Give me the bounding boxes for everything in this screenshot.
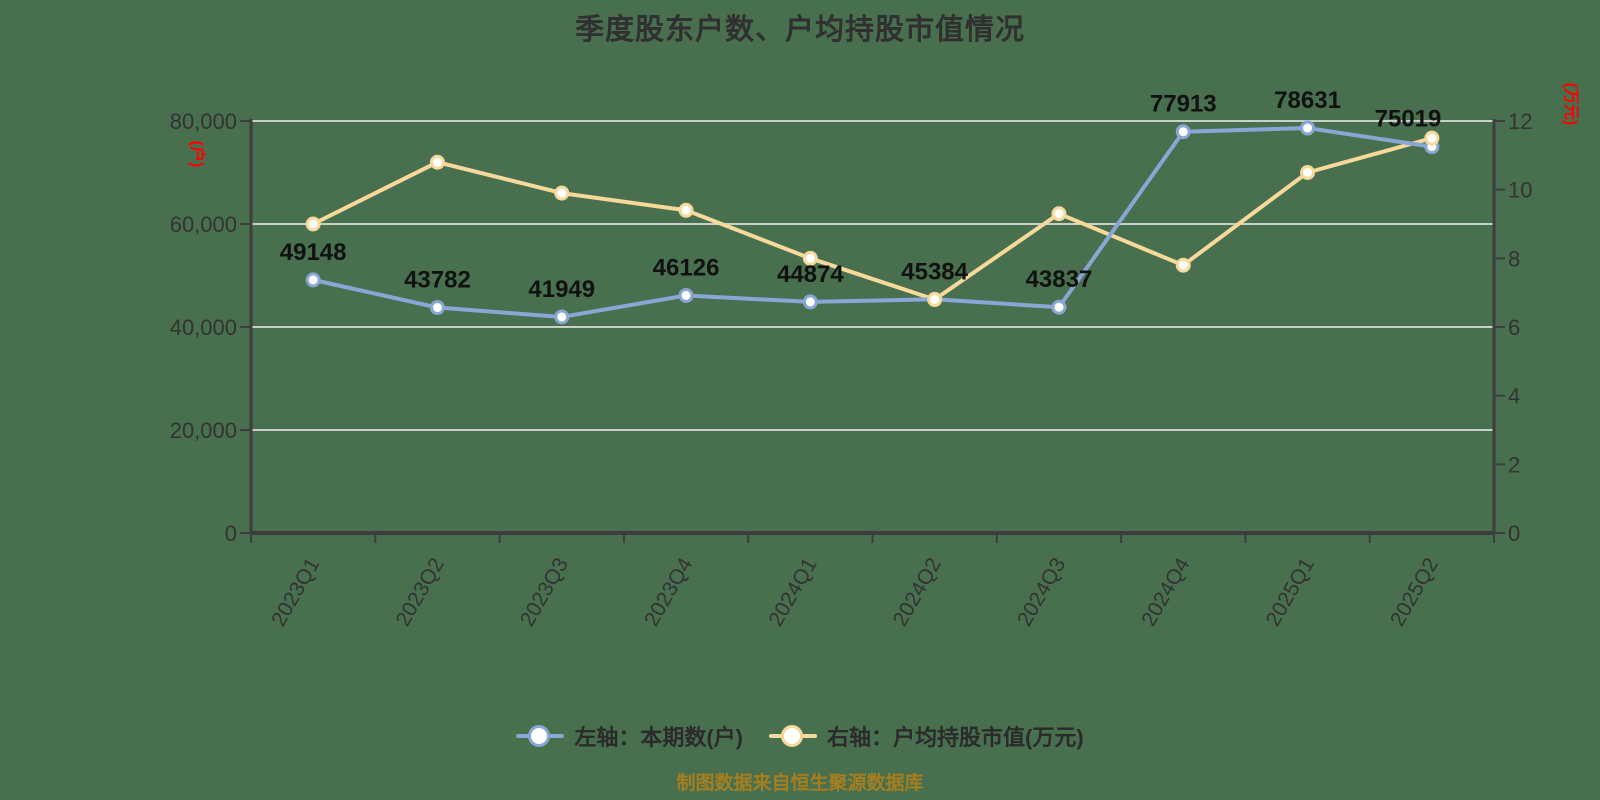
- shareholder-count-marker[interactable]: [429, 300, 445, 316]
- avg-holding-value-line: [311, 136, 1434, 302]
- avg-holding-value-marker[interactable]: [305, 216, 321, 232]
- data-point-label: 49148: [280, 239, 347, 266]
- avg-holding-value-marker[interactable]: [802, 250, 818, 266]
- shareholder-count-marker[interactable]: [1051, 299, 1067, 315]
- left-axis-tick-label: 80,000: [170, 109, 237, 134]
- shareholder-count-marker[interactable]: [554, 309, 570, 325]
- right-axis-tick-label: 12: [1508, 109, 1532, 134]
- shareholder-count-marker[interactable]: [1175, 124, 1191, 140]
- legend-marker-yellow-icon: [769, 724, 817, 748]
- avg-holding-value-marker[interactable]: [1051, 206, 1067, 222]
- avg-holding-value-marker[interactable]: [1424, 130, 1440, 146]
- right-axis-tick-label: 8: [1508, 246, 1520, 271]
- x-axis-tick-label: 2025Q1: [1262, 554, 1319, 630]
- data-point-label: 75019: [1375, 106, 1442, 133]
- x-axis-tick-label: 2023Q4: [640, 554, 697, 630]
- left-axis-tick-label: 40,000: [170, 315, 237, 340]
- data-point-label: 46126: [653, 254, 720, 281]
- data-point-label: 44874: [777, 261, 844, 288]
- data-point-label: 77913: [1150, 91, 1217, 118]
- right-axis-tick-label: 4: [1508, 384, 1520, 409]
- legend-item-avg-holding-value[interactable]: 右轴：户均持股市值(万元): [769, 720, 1084, 752]
- left-axis-tick-label: 60,000: [170, 212, 237, 237]
- shareholder-count-marker[interactable]: [802, 294, 818, 310]
- right-axis-unit-label: (万元): [1562, 82, 1579, 126]
- left-axis-unit-label: (户): [188, 140, 205, 168]
- data-point-label: 41949: [528, 276, 595, 303]
- x-axis-tick-label: 2024Q1: [764, 554, 821, 630]
- right-axis-tick-label: 10: [1508, 178, 1532, 203]
- x-axis-tick-label: 2024Q2: [889, 554, 946, 630]
- avg-holding-value-marker[interactable]: [927, 292, 943, 308]
- right-axis-tick-label: 2: [1508, 452, 1520, 477]
- left-axis-tick-label: 20,000: [170, 418, 237, 443]
- legend-label-avg-holding-value: 右轴：户均持股市值(万元): [827, 725, 1084, 750]
- data-point-label: 45384: [901, 258, 968, 285]
- avg-holding-value-marker[interactable]: [1300, 165, 1316, 180]
- x-axis-tick-label: 2025Q2: [1386, 554, 1443, 630]
- avg-holding-value-marker[interactable]: [554, 185, 570, 201]
- right-axis-tick-label: 0: [1508, 521, 1520, 546]
- shareholder-count-marker[interactable]: [678, 287, 694, 303]
- legend-marker-blue-icon: [516, 724, 565, 748]
- x-axis-tick-label: 2023Q1: [267, 554, 324, 630]
- x-axis-tick-label: 2023Q2: [391, 554, 448, 630]
- avg-holding-value-marker[interactable]: [429, 154, 445, 170]
- legend-label-shareholder-count: 左轴：本期数(户): [574, 725, 743, 750]
- data-point-label: 43837: [1026, 266, 1093, 293]
- data-source-note: 制图数据来自恒生聚源数据库: [676, 773, 924, 794]
- x-axis-tick-label: 2024Q4: [1137, 554, 1194, 630]
- x-axis-tick-label: 2024Q3: [1013, 554, 1070, 630]
- shareholder-count-marker[interactable]: [305, 272, 321, 288]
- right-axis-tick-label: 6: [1508, 315, 1520, 340]
- data-point-label: 78631: [1274, 87, 1341, 114]
- chart-title: 季度股东户数、户均持股市值情况: [574, 14, 1025, 46]
- legend-item-shareholder-count[interactable]: 左轴：本期数(户): [516, 720, 743, 752]
- shareholder-count-line: [311, 126, 1434, 319]
- x-axis-tick-label: 2023Q3: [516, 554, 573, 630]
- chart-legend: 左轴：本期数(户) 右轴：户均持股市值(万元): [0, 716, 1600, 756]
- data-point-label: 43782: [404, 267, 471, 294]
- left-axis-tick-label: 0: [225, 521, 237, 546]
- shareholder-count-marker[interactable]: [1300, 120, 1316, 136]
- avg-holding-value-marker[interactable]: [678, 202, 694, 218]
- avg-holding-value-marker[interactable]: [1175, 257, 1191, 273]
